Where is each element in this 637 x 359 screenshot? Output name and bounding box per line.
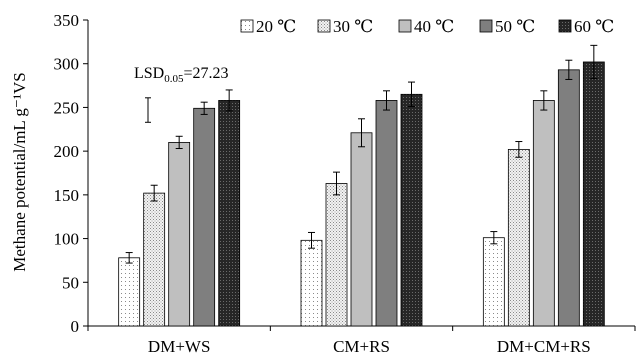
bar	[532, 100, 555, 327]
y-tick-label: 150	[54, 186, 80, 205]
x-category-label: DM+CM+RS	[497, 337, 591, 356]
bar	[582, 61, 605, 327]
legend-swatch	[317, 19, 331, 33]
legend: 20 ℃ 30 ℃ 40 ℃ 50 ℃ 60 ℃	[240, 17, 614, 36]
lsd-annotation: LSD0.05=27.23	[134, 65, 229, 123]
y-tick-label: 100	[54, 230, 80, 249]
x-category-label: DM+WS	[148, 337, 210, 356]
legend-label: 40 ℃	[414, 17, 454, 36]
bar	[218, 100, 241, 327]
y-axis-title: Methane potential/mL g⁻¹VS	[10, 72, 29, 271]
y-tick-label: 300	[54, 55, 80, 74]
y-tick-label: 250	[54, 98, 80, 117]
error-bars	[125, 44, 598, 264]
bar	[350, 132, 373, 327]
bar	[193, 107, 216, 327]
lsd-label: LSD0.05=27.23	[134, 65, 229, 85]
y-tick-label: 0	[71, 317, 80, 336]
bar	[482, 237, 505, 327]
legend-label: 20 ℃	[256, 17, 296, 36]
x-category-label: CM+RS	[333, 337, 390, 356]
bar	[400, 93, 423, 327]
bar	[375, 100, 398, 327]
legend-swatch	[398, 19, 412, 33]
y-tick-label: 50	[62, 273, 79, 292]
legend-swatch	[240, 19, 254, 33]
y-tick-label: 200	[54, 142, 80, 161]
legend-swatch	[558, 19, 572, 33]
legend-label: 60 ℃	[574, 17, 614, 36]
bars	[118, 61, 605, 327]
bar	[325, 183, 348, 327]
bar	[118, 257, 141, 327]
legend-label: 50 ℃	[495, 17, 535, 36]
bar	[300, 239, 323, 327]
bar	[507, 148, 530, 327]
y-tick-label: 350	[54, 11, 80, 30]
legend-swatch	[479, 19, 493, 33]
bar	[557, 69, 580, 327]
bar	[168, 141, 191, 327]
axes: 0 50 100 150 200 250 300 350 DM+WS CM+RS DM+CM+RS	[54, 11, 636, 356]
bar	[143, 192, 166, 327]
legend-label: 30 ℃	[333, 17, 373, 36]
